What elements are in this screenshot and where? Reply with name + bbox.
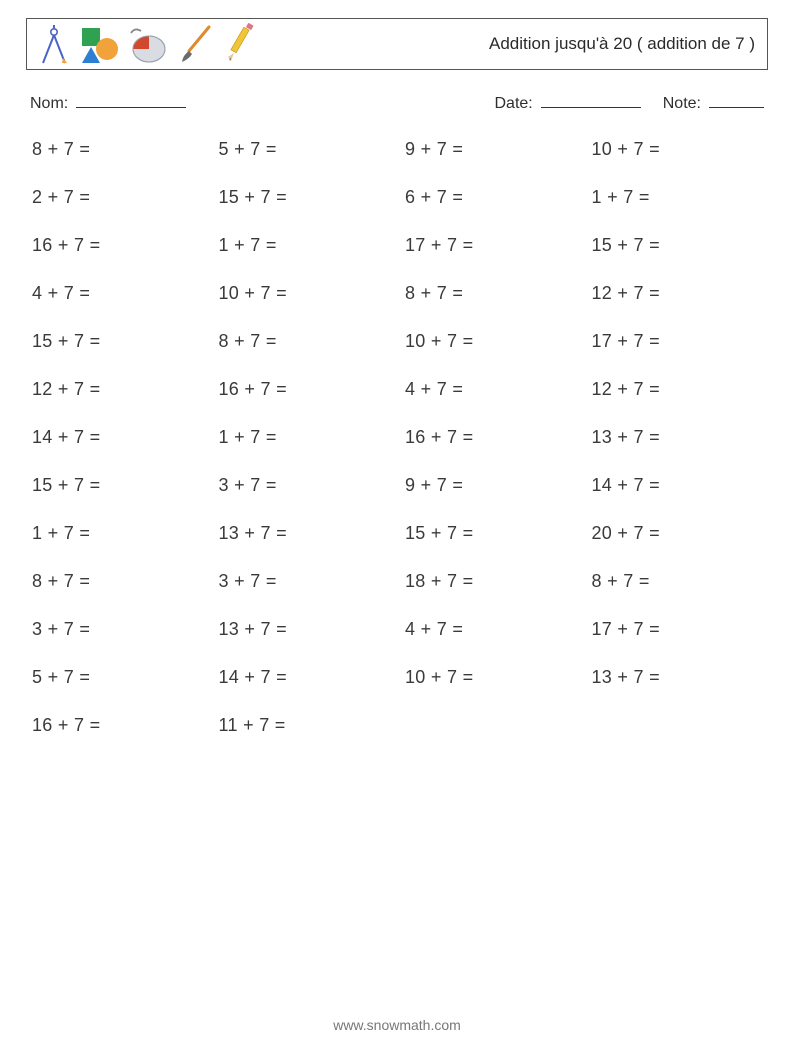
problem-cell: 15 + 7 = [405,523,582,544]
problem-cell: 12 + 7 = [32,379,209,400]
tool-icon-row [37,23,261,65]
problem-cell: 5 + 7 = [219,139,396,160]
problem-cell: 11 + 7 = [219,715,396,736]
problem-cell: 8 + 7 = [219,331,396,352]
problem-cell: 13 + 7 = [219,523,396,544]
problem-cell: 13 + 7 = [219,619,396,640]
problem-cell: 4 + 7 = [32,283,209,304]
brush-icon [177,23,215,65]
problem-cell: 4 + 7 = [405,379,582,400]
problem-cell: 12 + 7 = [592,379,769,400]
problem-cell: 18 + 7 = [405,571,582,592]
problem-cell: 16 + 7 = [405,427,582,448]
problem-cell: 20 + 7 = [592,523,769,544]
problem-cell: 17 + 7 = [405,235,582,256]
problem-cell: 2 + 7 = [32,187,209,208]
problem-grid: 8 + 7 = 5 + 7 = 9 + 7 = 10 + 7 = 2 + 7 = 15 +… [26,139,768,736]
worksheet-header: Addition jusqu'à 20 ( addition de 7 ) [26,18,768,70]
name-label: Nom: [30,95,68,113]
problem-cell: 10 + 7 = [405,331,582,352]
problem-cell: 1 + 7 = [592,187,769,208]
problem-cell: 15 + 7 = [32,475,209,496]
problem-cell: 8 + 7 = [592,571,769,592]
problem-cell: 10 + 7 = [219,283,396,304]
date-label: Date: [495,95,533,113]
problem-cell: 4 + 7 = [405,619,582,640]
problem-cell: 13 + 7 = [592,427,769,448]
problem-cell: 16 + 7 = [32,715,209,736]
problem-cell: 3 + 7 = [32,619,209,640]
problem-cell: 17 + 7 = [592,331,769,352]
compass-icon [37,25,71,65]
problem-cell: 1 + 7 = [219,427,396,448]
problem-cell: 16 + 7 = [219,379,396,400]
problem-cell: 9 + 7 = [405,475,582,496]
problem-cell: 1 + 7 = [32,523,209,544]
footer-url: www.snowmath.com [0,1017,794,1033]
problem-cell: 13 + 7 = [592,667,769,688]
problem-cell: 9 + 7 = [405,139,582,160]
problem-cell: 1 + 7 = [219,235,396,256]
problem-cell: 3 + 7 = [219,475,396,496]
worksheet-title: Addition jusqu'à 20 ( addition de 7 ) [489,34,755,54]
meta-row: Nom: Date: Note: [26,92,768,113]
name-blank[interactable] [76,92,186,108]
problem-cell: 5 + 7 = [32,667,209,688]
problem-cell: 14 + 7 = [219,667,396,688]
problem-cell: 14 + 7 = [592,475,769,496]
problem-cell: 15 + 7 = [592,235,769,256]
problem-cell: 8 + 7 = [32,139,209,160]
problem-cell: 10 + 7 = [592,139,769,160]
mouse-icon [127,25,169,65]
problem-cell: 3 + 7 = [219,571,396,592]
problem-cell: 8 + 7 = [405,283,582,304]
date-blank[interactable] [541,92,641,108]
score-blank[interactable] [709,92,764,108]
score-label: Note: [663,95,701,113]
problem-cell: 14 + 7 = [32,427,209,448]
problem-cell: 17 + 7 = [592,619,769,640]
shapes-icon [79,25,119,65]
problem-cell: 12 + 7 = [592,283,769,304]
problem-cell: 15 + 7 = [219,187,396,208]
problem-cell: 6 + 7 = [405,187,582,208]
problem-cell: 10 + 7 = [405,667,582,688]
problem-cell: 15 + 7 = [32,331,209,352]
problem-cell: 8 + 7 = [32,571,209,592]
problem-cell: 16 + 7 = [32,235,209,256]
pencil-icon [223,23,261,65]
